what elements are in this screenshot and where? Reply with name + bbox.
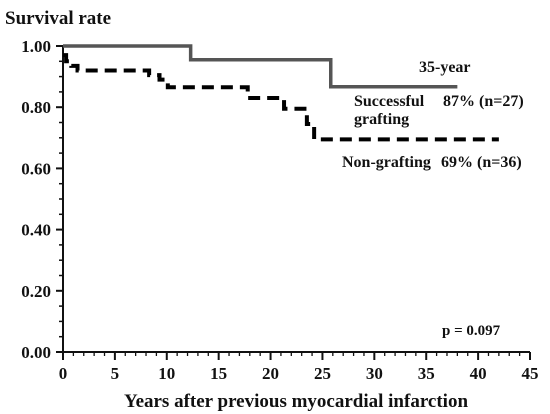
nongrafting-value-label: 69% (n=36) <box>441 154 522 171</box>
x-tick-label-6: 30 <box>366 364 383 383</box>
y-tick-label-4: 0.80 <box>21 98 51 117</box>
y-axis-ticks: 0.00 0.20 0.40 0.60 0.80 1.00 <box>21 37 63 362</box>
y-tick-label-0: 0.00 <box>21 343 51 362</box>
x-tick-label-1: 5 <box>111 364 120 383</box>
x-tick-label-8: 40 <box>470 364 487 383</box>
p-value-label: p = 0.097 <box>442 323 501 339</box>
x-tick-label-9: 45 <box>522 364 539 383</box>
y-tick-label-1: 0.20 <box>21 282 51 301</box>
plot-area: 0.00 0.20 0.40 0.60 0.80 1.00 0 5 10 15 20 25 30 35 4… <box>21 37 538 383</box>
duration-label: 35-year <box>419 59 471 76</box>
successful-value-label: 87% (n=27) <box>443 93 524 110</box>
successful-label-line-1: Successful <box>354 93 425 110</box>
successful-label-line-2: grafting <box>354 111 409 128</box>
x-tick-label-7: 35 <box>418 364 435 383</box>
x-tick-label-0: 0 <box>59 364 68 383</box>
x-tick-label-4: 20 <box>262 364 279 383</box>
x-tick-label-5: 25 <box>314 364 331 383</box>
x-axis-ticks: 0 5 10 15 20 25 30 35 40 45 <box>59 352 539 383</box>
x-axis-label: Years after previous myocardial infarcti… <box>124 391 469 412</box>
survival-curves <box>63 44 499 142</box>
x-tick-label-2: 10 <box>158 364 175 383</box>
y-axis-label: Survival rate <box>5 8 111 29</box>
series-line-1 <box>63 53 499 142</box>
y-tick-label-5: 1.00 <box>21 37 51 56</box>
series-line-0 <box>63 44 458 89</box>
nongrafting-label: Non-grafting <box>342 154 431 171</box>
y-tick-label-3: 0.60 <box>21 159 51 178</box>
y-tick-label-2: 0.40 <box>21 221 51 240</box>
x-tick-label-3: 15 <box>210 364 227 383</box>
